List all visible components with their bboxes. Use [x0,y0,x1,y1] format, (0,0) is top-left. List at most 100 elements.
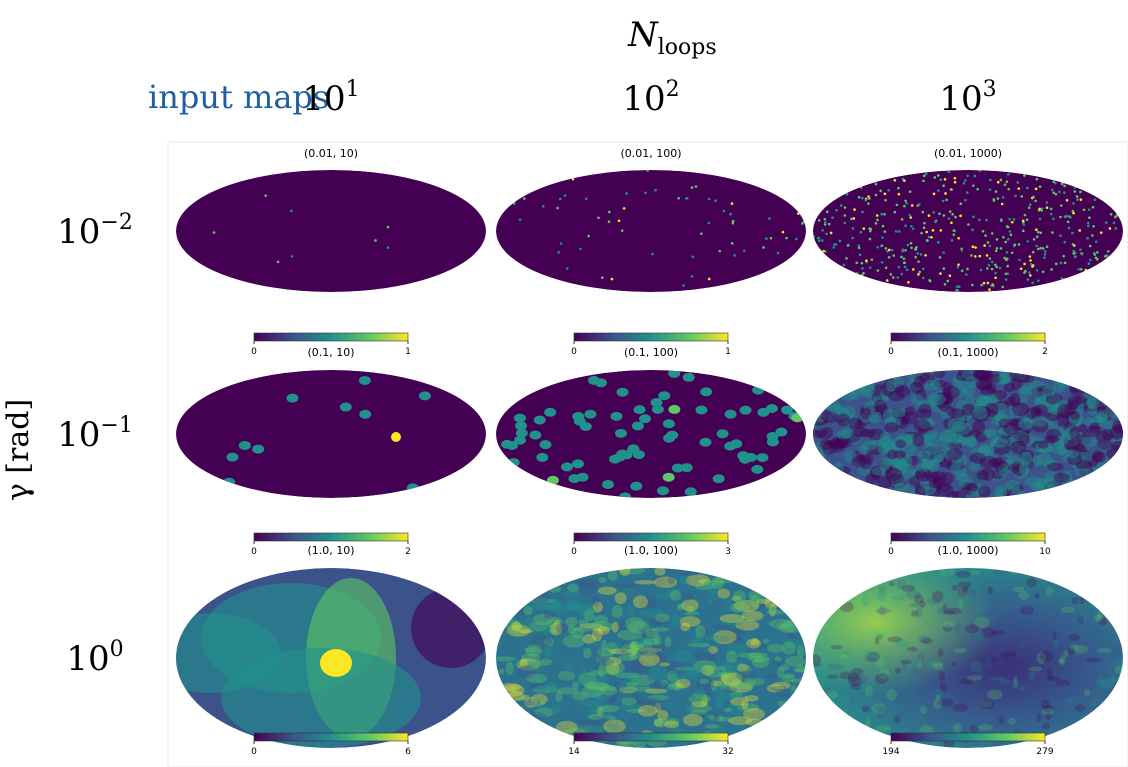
map-texture [954,181,957,184]
map-texture [910,603,921,607]
map-texture [972,407,988,419]
map-texture [1017,187,1020,190]
map-texture [852,227,855,230]
map-texture [988,288,991,291]
map-texture [584,410,596,419]
map-texture [1061,183,1064,186]
map-texture [1102,429,1114,440]
map [176,370,486,498]
map-texture [1020,605,1034,615]
map-texture [699,678,709,684]
map-texture [1052,218,1055,221]
map-texture [1014,195,1017,198]
map-texture [1024,214,1027,217]
map-texture [990,284,993,287]
map-texture [1076,195,1079,198]
colorbar [254,333,408,341]
map-texture [855,261,858,264]
map-texture [744,678,765,685]
map-texture [874,705,886,711]
map-texture [904,266,907,269]
map-texture [536,453,548,462]
map-texture [826,211,829,214]
map-texture [1076,599,1081,607]
map-texture [1051,189,1054,192]
map-texture [712,599,726,607]
map-texture [842,264,845,267]
map-texture [1026,278,1029,281]
map-texture [1042,270,1045,273]
map-texture [685,487,697,496]
map-texture [1036,269,1039,272]
map-texture [930,236,933,239]
colorbar-label: 2 [1042,347,1048,357]
map-texture [731,202,734,205]
map-texture [1000,219,1003,222]
map-texture [984,234,987,237]
map-texture [630,482,642,491]
map-texture [1097,648,1112,653]
map-texture [496,170,806,292]
map-texture [953,723,962,734]
map-texture [599,705,620,712]
map-texture [953,703,968,711]
map-texture [623,589,636,593]
map-texture [1004,183,1007,186]
map-texture [914,256,917,259]
map-texture [880,245,883,248]
map-texture [627,621,649,634]
map-texture [972,643,987,650]
map-texture [1034,593,1039,599]
map-texture [655,613,670,622]
map-texture [958,285,961,288]
map-texture [883,230,886,233]
map-texture [686,197,689,200]
map-texture [1064,697,1075,704]
map-texture [676,679,691,689]
map-texture [876,214,879,217]
map-texture [1005,272,1008,275]
colorbar [574,533,728,541]
map-texture [1072,202,1075,205]
map-texture [937,241,940,244]
map-texture [638,647,660,657]
map-texture [813,170,1123,292]
map-texture [574,417,586,426]
map-texture [587,235,590,238]
map-texture [1043,723,1050,730]
map-texture [1008,218,1011,221]
map-texture [688,657,696,662]
panel-title: (0.1, 10) [307,346,354,359]
map-texture [1026,187,1029,190]
map-texture [948,408,965,418]
colorbar [891,333,1045,341]
map-texture [732,222,735,225]
colorbar [574,733,728,741]
map-texture [898,230,901,233]
map-texture [1046,201,1049,204]
map-texture [1089,422,1100,433]
map-texture [264,194,267,197]
map-texture [756,453,768,462]
map-texture [1064,215,1067,218]
map-texture [995,190,998,193]
map-texture [915,471,927,479]
map-texture [1065,449,1078,458]
map-texture [1007,188,1010,191]
map-texture [991,268,994,271]
map-texture [546,604,572,614]
map-texture [1005,278,1008,281]
map-texture [923,226,926,229]
map-texture [860,408,871,419]
map-texture [1074,650,1081,656]
map-texture [1059,234,1062,237]
map-texture [911,666,922,674]
map-texture [954,177,957,180]
map-texture [853,639,858,645]
map-texture [942,386,959,399]
map-texture [1033,415,1047,427]
map-texture [769,619,793,629]
map-texture [1035,228,1038,231]
map-texture [877,269,880,272]
map-texture [1064,262,1067,265]
